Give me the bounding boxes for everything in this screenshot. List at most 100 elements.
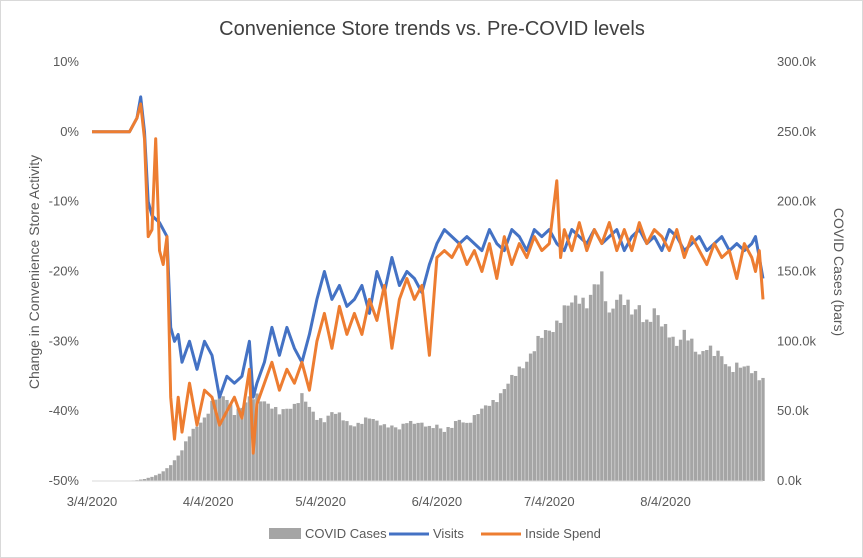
covid-case-bar bbox=[637, 305, 641, 481]
covid-case-bar bbox=[667, 337, 671, 481]
covid-case-bar bbox=[611, 308, 615, 481]
covid-case-bar bbox=[420, 422, 424, 481]
left-axis-title: Change in Convenience Store Activity bbox=[26, 155, 42, 389]
visits-line bbox=[92, 95, 765, 399]
covid-case-bar bbox=[262, 401, 267, 481]
covid-case-bar bbox=[532, 351, 537, 481]
covid-case-bar bbox=[708, 345, 713, 481]
covid-case-bar bbox=[210, 400, 214, 481]
covid-case-bar bbox=[139, 479, 143, 481]
right-axis-title: COVID Cases (bars) bbox=[831, 208, 847, 336]
covid-case-bar bbox=[618, 294, 623, 481]
covid-case-bar bbox=[543, 330, 548, 481]
covid-case-bar bbox=[588, 294, 593, 481]
covid-case-bar bbox=[450, 427, 454, 481]
covid-case-bar bbox=[367, 418, 372, 481]
covid-case-bar bbox=[573, 295, 578, 481]
covid-case-bar bbox=[184, 441, 188, 481]
covid-case-bar bbox=[375, 420, 379, 481]
covid-case-bar bbox=[506, 383, 510, 481]
covid-case-bar bbox=[457, 419, 462, 481]
covid-case-bar bbox=[363, 417, 368, 481]
covid-case-bar bbox=[746, 365, 750, 481]
covid-case-bar bbox=[528, 353, 533, 481]
covid-case-bar bbox=[596, 284, 600, 481]
covid-case-bar bbox=[495, 402, 499, 481]
covid-case-bar bbox=[540, 337, 544, 481]
trend-lines bbox=[92, 95, 765, 455]
covid-case-bar bbox=[585, 308, 589, 481]
covid-case-bar bbox=[663, 323, 668, 481]
covid-case-bar bbox=[300, 393, 304, 481]
covid-case-bar bbox=[386, 427, 390, 481]
covid-case-bar bbox=[622, 304, 626, 481]
covid-case-bar bbox=[607, 312, 611, 481]
covid-case-bar bbox=[296, 403, 300, 481]
legend-swatch-cases bbox=[269, 528, 301, 539]
covid-case-bar bbox=[266, 403, 270, 481]
covid-case-bar bbox=[468, 422, 473, 481]
covid-case-bar bbox=[360, 423, 364, 481]
right-tick-label: 300.0k bbox=[777, 54, 817, 69]
left-tick-label: 0% bbox=[60, 124, 79, 139]
covid-case-bar bbox=[255, 393, 259, 481]
covid-case-bar bbox=[146, 477, 150, 481]
left-tick-label: -40% bbox=[49, 403, 80, 418]
covid-case-bar bbox=[378, 425, 383, 481]
covid-case-bar bbox=[555, 320, 559, 481]
covid-case-bar bbox=[393, 427, 398, 481]
covid-case-bar bbox=[547, 330, 552, 481]
covid-case-bar bbox=[521, 368, 525, 481]
covid-case-bar bbox=[240, 407, 244, 481]
covid-case-bar bbox=[202, 417, 207, 481]
covid-case-bar bbox=[157, 473, 162, 481]
covid-case-bar bbox=[761, 377, 765, 481]
covid-case-bar bbox=[483, 405, 488, 481]
covid-case-bar bbox=[517, 366, 522, 481]
covid-case-bar bbox=[682, 329, 686, 481]
covid-case-bar bbox=[352, 426, 357, 481]
covid-case-bar bbox=[472, 415, 477, 481]
covid-case-bar bbox=[412, 423, 417, 481]
covid-case-bar bbox=[551, 332, 555, 481]
covid-case-bar bbox=[244, 402, 248, 481]
left-tick-label: -20% bbox=[49, 264, 80, 279]
covid-case-bar bbox=[221, 396, 225, 481]
covid-case-bar bbox=[757, 380, 761, 481]
covid-case-bar bbox=[491, 400, 495, 481]
covid-case-bar bbox=[742, 366, 746, 481]
covid-case-bar bbox=[303, 401, 308, 481]
covid-case-bar bbox=[675, 345, 679, 481]
covid-case-bar bbox=[206, 413, 210, 481]
covid-case-bar bbox=[716, 350, 720, 481]
left-axis-ticks: 10% 0% -10% -20% -30% -40% -50% bbox=[49, 54, 80, 488]
covid-case-bar bbox=[656, 315, 660, 481]
x-axis-ticks: 3/4/2020 4/4/2020 5/4/2020 6/4/2020 7/4/2020… bbox=[67, 494, 691, 509]
covid-case-bar bbox=[697, 354, 701, 481]
covid-case-bar bbox=[337, 412, 342, 481]
covid-case-bar bbox=[416, 422, 420, 481]
legend-label-spend: Inside Spend bbox=[525, 526, 601, 541]
covid-case-bar bbox=[480, 408, 484, 481]
covid-case-bar bbox=[172, 460, 177, 481]
covid-case-bar bbox=[333, 413, 338, 481]
covid-case-bar bbox=[558, 322, 563, 481]
covid-case-bar bbox=[705, 350, 709, 481]
covid-case-bar bbox=[199, 422, 203, 481]
left-tick-label: -10% bbox=[49, 194, 80, 209]
covid-case-bar bbox=[161, 471, 165, 481]
covid-case-bar bbox=[281, 409, 285, 481]
covid-case-bar bbox=[731, 371, 735, 481]
covid-case-bar bbox=[660, 326, 664, 481]
covid-case-bar bbox=[229, 404, 233, 481]
covid-case-bar bbox=[142, 479, 147, 481]
covid-case-bar bbox=[405, 423, 409, 481]
covid-case-bar bbox=[341, 420, 345, 481]
covid-case-bar bbox=[154, 475, 158, 481]
covid-case-bar bbox=[536, 335, 540, 481]
covid-case-bar bbox=[427, 425, 432, 481]
covid-case-bar bbox=[318, 418, 323, 481]
covid-case-bar bbox=[686, 340, 690, 481]
